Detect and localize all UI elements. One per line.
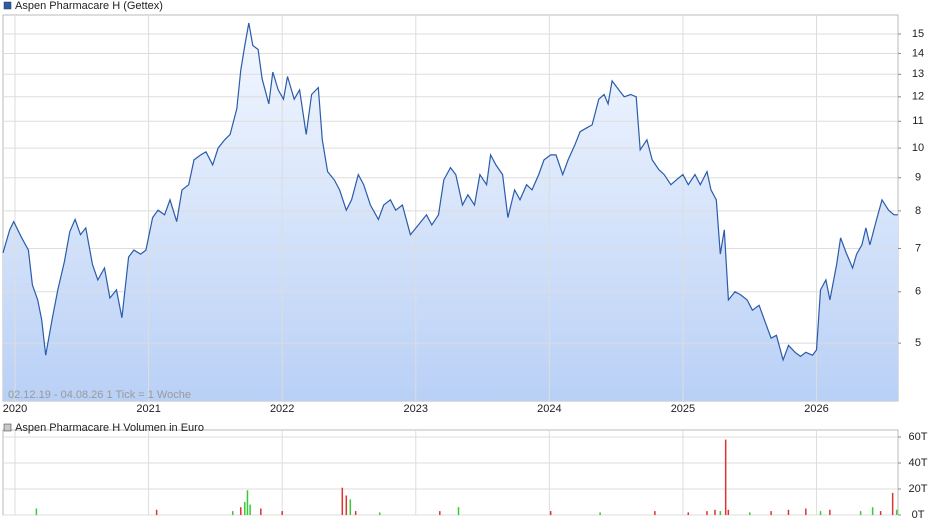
volume-bar <box>439 511 441 515</box>
y-tick-label: 12 <box>912 91 924 103</box>
volume-bar <box>805 508 807 515</box>
x-tick-label: 2025 <box>671 403 695 415</box>
volume-bar <box>787 509 790 515</box>
price-line <box>2 22 898 362</box>
volume-bar <box>706 511 708 515</box>
x-tick-label: 2021 <box>136 403 160 415</box>
volume-bar <box>349 499 352 515</box>
y-tick-label: 20T <box>909 483 928 495</box>
y-tick-label: 14 <box>912 47 924 59</box>
volume-bar <box>819 511 822 515</box>
y-tick-label: 15 <box>912 28 924 40</box>
volume-bar <box>457 507 460 515</box>
legend-swatch <box>3 423 12 432</box>
y-tick-label: 10 <box>912 142 924 154</box>
volume-bar <box>879 511 882 515</box>
legend-label: Aspen Pharmacare H Volumen in Euro <box>15 422 204 434</box>
y-tick-label: 13 <box>912 68 924 80</box>
volume-bar <box>155 509 158 515</box>
y-tick-label: 11 <box>912 115 923 127</box>
volume-bar <box>281 511 283 515</box>
volume-bar <box>354 511 357 515</box>
volume-bar <box>35 508 38 515</box>
legend-swatch <box>3 1 12 10</box>
area-fill <box>3 23 898 401</box>
y-tick-label: 60T <box>909 431 928 443</box>
legend-label: Aspen Pharmacare H (Gettex) <box>15 0 163 12</box>
y-tick-label: 7 <box>915 242 921 254</box>
x-tick-label: 2022 <box>270 403 294 415</box>
x-tick-label: 2024 <box>537 403 561 415</box>
volume-bar <box>249 504 251 515</box>
x-tick-label: 2026 <box>804 403 828 415</box>
volume-bar <box>599 512 601 515</box>
volume-bar <box>829 509 831 515</box>
volume-bar <box>895 509 898 515</box>
volume-bar <box>891 492 894 515</box>
volume-frame <box>2 429 899 516</box>
volume-bar <box>748 512 751 515</box>
volume-bar <box>654 511 656 515</box>
volume-bar <box>341 487 344 515</box>
volume-bar <box>244 502 246 515</box>
volume-bar <box>719 511 722 515</box>
x-tick-label: 2020 <box>3 403 27 415</box>
y-tick-label: 6 <box>915 286 921 298</box>
volume-bar <box>232 511 234 515</box>
volume-bar <box>687 512 690 515</box>
volume-bar <box>727 509 730 515</box>
y-tick-label: 0T <box>912 509 925 521</box>
y-tick-label: 9 <box>915 172 921 184</box>
volume-bar <box>246 490 249 515</box>
volume-bar <box>378 512 381 515</box>
volume-bar <box>260 508 262 515</box>
volume-bar <box>549 511 552 515</box>
volume-bar <box>859 511 862 515</box>
volume-bar <box>240 507 242 515</box>
annotation: 02.12.19 - 04.08.26 1 Tick = 1 Woche <box>8 389 191 401</box>
volume-bar <box>714 509 716 515</box>
volume-bar <box>871 507 874 515</box>
x-tick-label: 2023 <box>404 403 428 415</box>
y-tick-label: 40T <box>909 457 928 469</box>
volume-bar <box>770 511 772 515</box>
y-tick-label: 8 <box>915 205 921 217</box>
y-tick-label: 5 <box>915 337 921 349</box>
volume-bar <box>345 495 348 515</box>
volume-bar <box>724 439 727 515</box>
